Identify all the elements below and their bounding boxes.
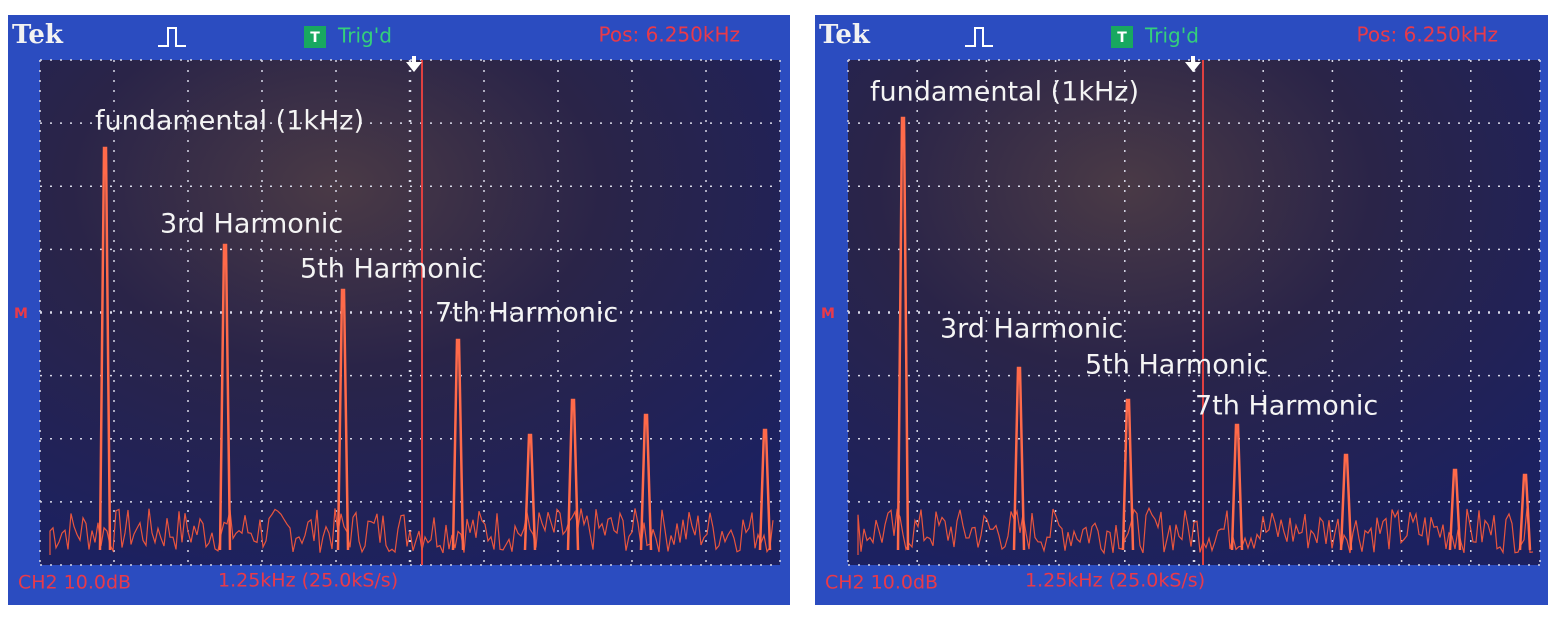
harmonic-label: 5th Harmonic: [1085, 350, 1268, 381]
noise-floor: [857, 506, 1534, 555]
spectral-peak: [1448, 468, 1462, 551]
position: Pos: 6.250kHz: [599, 23, 740, 47]
harmonic-label: 7th Harmonic: [435, 298, 618, 329]
spectral-peak: [1339, 453, 1353, 551]
trigger-status: Trig'd: [337, 24, 392, 48]
scope-panel: Tek T Trig'd Pos: 6.250kHz M CH2 10.0dB 1.25kH…: [8, 15, 790, 605]
spectral-peak: [218, 243, 232, 551]
pulse-icon: [965, 27, 993, 47]
trigger-badge: [1111, 26, 1133, 48]
noise-floor: [49, 508, 774, 555]
brand: Tek: [819, 20, 871, 50]
ground-marker: M: [14, 306, 28, 322]
ground-marker: M: [821, 306, 835, 322]
position: Pos: 6.250kHz: [1357, 23, 1498, 47]
spectral-peak: [1012, 366, 1026, 551]
spectral-peak: [1518, 473, 1532, 551]
harmonic-label: 7th Harmonic: [1195, 391, 1378, 422]
harmonic-label: 3rd Harmonic: [940, 314, 1123, 345]
trigger-status: Trig'd: [1144, 24, 1199, 48]
trigger-letter: T: [310, 30, 320, 46]
harmonic-label: fundamental (1kHz): [870, 77, 1139, 108]
trigger-letter: T: [1117, 30, 1127, 46]
trigger-arrow: [406, 56, 422, 72]
channel-scale: CH2 10.0dB: [825, 572, 938, 594]
trigger-arrow: [1185, 56, 1201, 72]
spectral-peak: [639, 413, 653, 551]
harmonic-label: 5th Harmonic: [300, 254, 483, 285]
scope-panel: Tek T Trig'd Pos: 6.250kHz M CH2 10.0dB 1.25kH…: [815, 15, 1548, 605]
harmonic-label: fundamental (1kHz): [95, 106, 364, 137]
spectral-peak: [566, 398, 580, 551]
spectral-peak: [758, 428, 772, 551]
timebase: 1.25kHz (25.0kS/s): [1025, 570, 1205, 592]
brand: Tek: [12, 20, 64, 50]
spectral-peak: [1230, 423, 1244, 551]
channel-scale: CH2 10.0dB: [18, 572, 131, 594]
spectral-peak: [451, 338, 465, 551]
trigger-badge: [304, 26, 326, 48]
timebase: 1.25kHz (25.0kS/s): [218, 570, 398, 592]
spectral-peak: [523, 433, 537, 551]
spectral-peak: [896, 116, 910, 551]
harmonic-label: 3rd Harmonic: [160, 209, 343, 240]
spectral-peak: [1121, 398, 1135, 551]
spectral-peak: [98, 146, 112, 551]
spectral-peak: [336, 288, 350, 551]
screen: [848, 60, 1540, 565]
pulse-icon: [158, 27, 186, 47]
